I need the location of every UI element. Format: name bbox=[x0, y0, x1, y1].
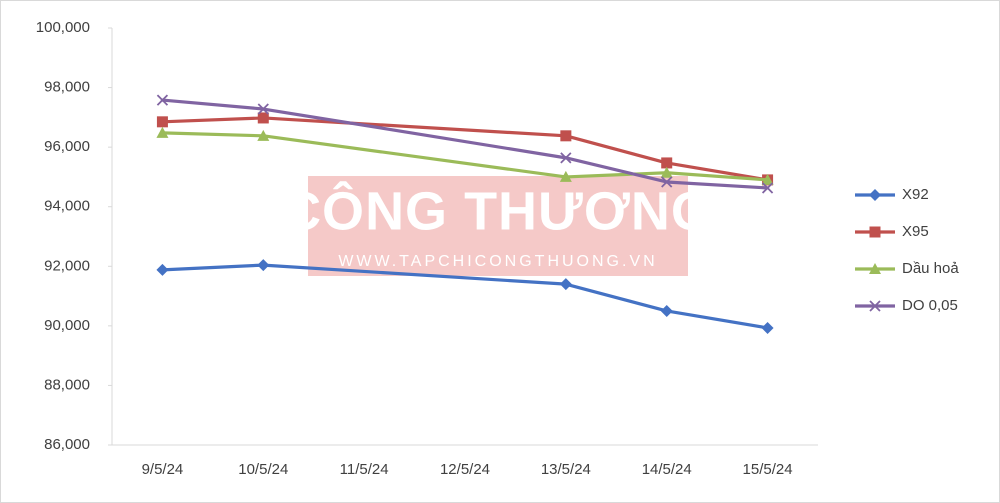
line-segment bbox=[564, 134, 669, 165]
x-tick-label: 10/5/24 bbox=[238, 461, 288, 478]
marker bbox=[257, 129, 270, 141]
marker bbox=[661, 176, 673, 188]
marker bbox=[661, 157, 673, 169]
marker bbox=[560, 130, 572, 142]
marker bbox=[257, 103, 269, 115]
legend-label: X92 bbox=[902, 186, 929, 203]
x-tick-label: 14/5/24 bbox=[642, 461, 692, 478]
marker bbox=[761, 173, 774, 185]
legend-marker bbox=[869, 300, 881, 312]
watermark-url: WWW.TAPCHICONGTHUONG.VN bbox=[338, 253, 657, 270]
line-segment bbox=[160, 116, 265, 124]
watermark-title: CÔNG THƯƠNG bbox=[282, 180, 714, 241]
line-segment bbox=[665, 161, 770, 182]
line-segment bbox=[261, 107, 568, 160]
marker bbox=[559, 170, 572, 182]
marker bbox=[761, 321, 774, 334]
y-tick-label: 94,000 bbox=[44, 198, 90, 215]
legend-marker bbox=[869, 226, 881, 238]
y-tick-label: 88,000 bbox=[44, 376, 90, 393]
marker bbox=[559, 278, 572, 291]
marker bbox=[156, 94, 169, 106]
line-segment bbox=[261, 116, 568, 138]
y-tick-label: 98,000 bbox=[44, 79, 90, 96]
line-segment bbox=[564, 282, 669, 313]
marker bbox=[156, 263, 169, 276]
y-tick-label: 86,000 bbox=[44, 436, 90, 453]
line-segment bbox=[261, 134, 568, 179]
marker bbox=[761, 182, 774, 194]
line-segment bbox=[564, 171, 669, 179]
x-tick-label: 12/5/24 bbox=[440, 461, 490, 478]
line-segment bbox=[261, 263, 568, 286]
x-tick-label: 15/5/24 bbox=[743, 461, 793, 478]
line-segment bbox=[665, 171, 770, 182]
line-segment bbox=[160, 98, 265, 111]
line-segment bbox=[160, 263, 265, 272]
y-tick-label: 92,000 bbox=[44, 257, 90, 274]
line-segment bbox=[160, 131, 265, 138]
legend-label: X95 bbox=[902, 223, 929, 240]
x-tick-label: 13/5/24 bbox=[541, 461, 591, 478]
marker bbox=[560, 152, 572, 164]
legend-label: DO 0,05 bbox=[902, 297, 958, 314]
line-segment bbox=[665, 309, 770, 330]
marker bbox=[660, 304, 673, 317]
line-segment bbox=[564, 156, 669, 184]
marker bbox=[257, 259, 270, 272]
x-tick-label: 11/5/24 bbox=[340, 461, 389, 478]
y-tick-label: 96,000 bbox=[44, 138, 90, 155]
marker bbox=[257, 112, 269, 124]
x-tick-label: 9/5/24 bbox=[142, 461, 184, 478]
watermark: CÔNG THƯƠNG WWW.TAPCHICONGTHUONG.VN bbox=[282, 176, 714, 276]
y-tick-label: 90,000 bbox=[44, 317, 90, 334]
legend-marker bbox=[869, 263, 881, 274]
legend-label: Dầu hoả bbox=[902, 260, 959, 277]
marker bbox=[660, 166, 673, 178]
y-tick-label: 100,000 bbox=[36, 19, 90, 36]
legend-marker bbox=[869, 189, 881, 201]
marker bbox=[156, 126, 169, 138]
line-segment bbox=[665, 180, 770, 190]
watermark-box bbox=[308, 176, 688, 276]
marker bbox=[156, 116, 168, 128]
